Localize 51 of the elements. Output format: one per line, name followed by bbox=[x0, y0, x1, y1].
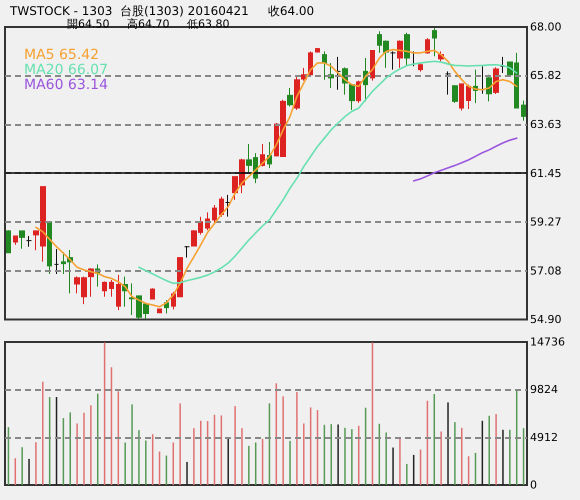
candlestick bbox=[212, 204, 217, 224]
candlestick bbox=[109, 279, 114, 298]
candlestick bbox=[466, 84, 471, 110]
y-tick-label: 54.90 bbox=[530, 313, 562, 326]
text: MA20 66.07 bbox=[24, 62, 108, 78]
y-tick-label: 14736 bbox=[530, 336, 565, 348]
candlestick bbox=[19, 230, 25, 250]
candlestick bbox=[397, 40, 403, 68]
candlestick bbox=[102, 281, 107, 298]
y-tick-label: 65.82 bbox=[530, 69, 562, 82]
y-tick-label: 68.00 bbox=[530, 20, 562, 34]
line-series bbox=[138, 60, 518, 284]
candlestick bbox=[205, 212, 210, 231]
candlestick bbox=[129, 282, 135, 316]
y-tick-label: 9824 bbox=[530, 383, 558, 396]
candlestick bbox=[500, 56, 506, 74]
candlestick bbox=[157, 308, 162, 314]
candlestick bbox=[26, 235, 32, 248]
text: MA5 65.42 bbox=[24, 47, 100, 63]
candlestick bbox=[328, 62, 334, 88]
candlestick bbox=[54, 248, 59, 274]
y-tick-label: 57.08 bbox=[530, 264, 562, 278]
candlestick bbox=[47, 221, 52, 274]
text: MA60 63.14 bbox=[24, 77, 108, 93]
candlestick bbox=[150, 288, 155, 300]
y-tick-label: 61.45 bbox=[530, 166, 562, 180]
line-series bbox=[412, 137, 518, 182]
chart-title: TWSTOCK - 1303 台股(1303) 20160421 收64.00 bbox=[9, 4, 314, 18]
candlestick bbox=[349, 84, 355, 110]
candlestick bbox=[418, 62, 423, 72]
y-tick-label: 63.63 bbox=[530, 118, 562, 132]
y-tick-label: 59.27 bbox=[530, 215, 562, 228]
candlestick bbox=[459, 83, 464, 112]
candlestick bbox=[452, 84, 458, 104]
candlestick bbox=[445, 70, 451, 96]
candlestick bbox=[225, 194, 231, 218]
candlestick bbox=[432, 28, 437, 57]
candlestick bbox=[315, 47, 320, 54]
candlestick bbox=[184, 246, 190, 258]
candlestick bbox=[322, 50, 327, 80]
candlestick bbox=[219, 196, 224, 218]
y-tick-label: 0 bbox=[530, 478, 537, 492]
candlestick bbox=[287, 87, 293, 107]
candlestick bbox=[521, 100, 526, 122]
candlestick bbox=[404, 32, 410, 66]
y-tick-label: 4912 bbox=[530, 430, 558, 444]
candlestick bbox=[116, 274, 121, 311]
candlestick bbox=[13, 235, 18, 246]
candlestick bbox=[6, 230, 11, 254]
candlestick bbox=[390, 50, 396, 70]
candlestick bbox=[335, 56, 341, 90]
